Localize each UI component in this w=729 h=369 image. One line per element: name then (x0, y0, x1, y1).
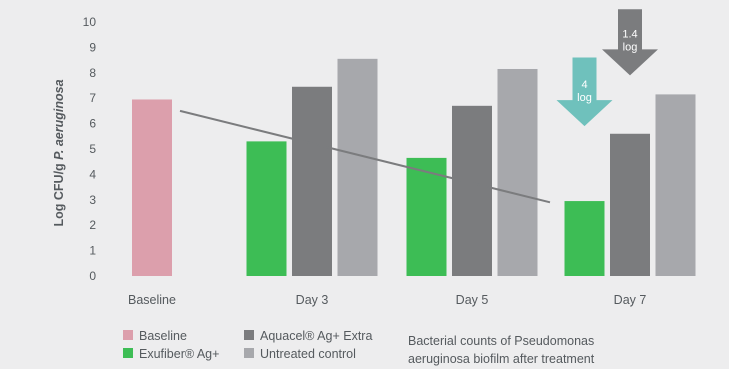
bar-exufiber-ag-day-5 (406, 157, 447, 276)
bar-exufiber-ag-day-7 (564, 201, 605, 276)
x-tick-day-3: Day 3 (296, 293, 329, 307)
legend-swatch-aquacel-ag-extra (244, 330, 254, 340)
reduction-arrow-2-unit: log (623, 41, 638, 53)
legend-swatch-baseline (123, 330, 133, 340)
y-tick-9: 9 (89, 40, 96, 54)
reduction-arrow-1 (556, 57, 613, 127)
y-axis-ticks: 0 1 2 3 4 5 6 7 8 9 10 (83, 15, 97, 283)
legend: Baseline Exufiber® Ag+ Aquacel® Ag+ Extra U… (123, 329, 372, 361)
reduction-arrow-1-value: 4 (581, 79, 587, 91)
y-axis-label: Log CFU/g P. aeruginosa (52, 79, 66, 226)
y-tick-7: 7 (89, 91, 96, 105)
y-tick-3: 3 (89, 193, 96, 207)
legend-label-aquacel-ag-extra: Aquacel® Ag+ Extra (260, 329, 372, 343)
x-tick-baseline: Baseline (128, 293, 176, 307)
y-tick-6: 6 (89, 117, 96, 131)
category-labels: Baseline Day 3 Day 5 Day 7 (128, 293, 646, 307)
caption-line-2: aeruginosa biofilm after treatment (408, 352, 595, 366)
bar-aquacel-ag-extra-day-3 (292, 86, 332, 277)
y-tick-1: 1 (89, 244, 96, 258)
legend-label-untreated-control: Untreated control (260, 347, 356, 361)
y-axis-label-main: Log CFU/g (52, 160, 66, 227)
reduction-arrow-2 (602, 9, 658, 76)
y-tick-4: 4 (89, 167, 96, 181)
y-tick-8: 8 (89, 66, 96, 80)
bar-exufiber-ag-day-3 (246, 141, 287, 276)
y-tick-10: 10 (83, 15, 97, 29)
x-tick-day-7: Day 7 (614, 293, 647, 307)
y-tick-5: 5 (89, 142, 96, 156)
legend-label-baseline: Baseline (139, 329, 187, 343)
y-axis-label-species: P. aeruginosa (52, 79, 66, 159)
caption-line-1: Bacterial counts of Pseudomonas (408, 334, 594, 348)
bar-aquacel-ag-extra-day-5 (452, 105, 492, 276)
y-tick-0: 0 (89, 269, 96, 283)
bar-aquacel-ag-extra-day-7 (610, 133, 650, 276)
bars (132, 58, 696, 277)
bar-untreated-control-day-7 (655, 94, 696, 276)
reduction-arrow-1-unit: log (577, 92, 592, 104)
x-tick-day-5: Day 5 (456, 293, 489, 307)
legend-swatch-exufiber-ag (123, 348, 133, 358)
bar-untreated-control-day-5 (497, 68, 538, 277)
legend-swatch-untreated-control (244, 348, 254, 358)
bar-baseline-baseline (132, 99, 172, 276)
reduction-arrow-2-value: 1.4 (622, 28, 637, 40)
legend-label-exufiber-ag: Exufiber® Ag+ (139, 347, 219, 361)
bar-untreated-control-day-3 (337, 58, 378, 276)
y-tick-2: 2 (89, 218, 96, 232)
trend-line (179, 109, 551, 204)
